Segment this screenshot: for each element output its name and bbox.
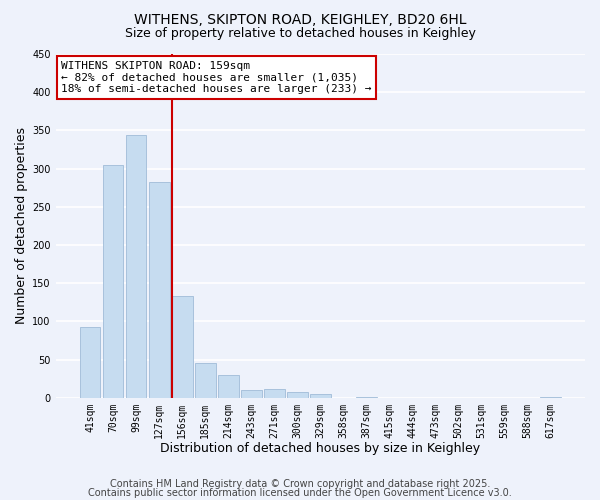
Text: Contains public sector information licensed under the Open Government Licence v3: Contains public sector information licen… [88, 488, 512, 498]
Text: Contains HM Land Registry data © Crown copyright and database right 2025.: Contains HM Land Registry data © Crown c… [110, 479, 490, 489]
Bar [310, 394, 331, 398]
Bar [126, 135, 146, 398]
Bar [172, 296, 193, 398]
Bar [149, 182, 170, 398]
Bar [356, 397, 377, 398]
Text: WITHENS SKIPTON ROAD: 159sqm
← 82% of detached houses are smaller (1,035)
18% of: WITHENS SKIPTON ROAD: 159sqm ← 82% of de… [61, 61, 371, 94]
Bar [80, 326, 100, 398]
Y-axis label: Number of detached properties: Number of detached properties [15, 128, 28, 324]
Text: Size of property relative to detached houses in Keighley: Size of property relative to detached ho… [125, 28, 475, 40]
Bar [540, 397, 561, 398]
Bar [103, 165, 124, 398]
X-axis label: Distribution of detached houses by size in Keighley: Distribution of detached houses by size … [160, 442, 481, 455]
Bar [195, 362, 215, 398]
Bar [264, 388, 284, 398]
Bar [218, 375, 239, 398]
Text: WITHENS, SKIPTON ROAD, KEIGHLEY, BD20 6HL: WITHENS, SKIPTON ROAD, KEIGHLEY, BD20 6H… [134, 12, 466, 26]
Bar [287, 392, 308, 398]
Bar [241, 390, 262, 398]
